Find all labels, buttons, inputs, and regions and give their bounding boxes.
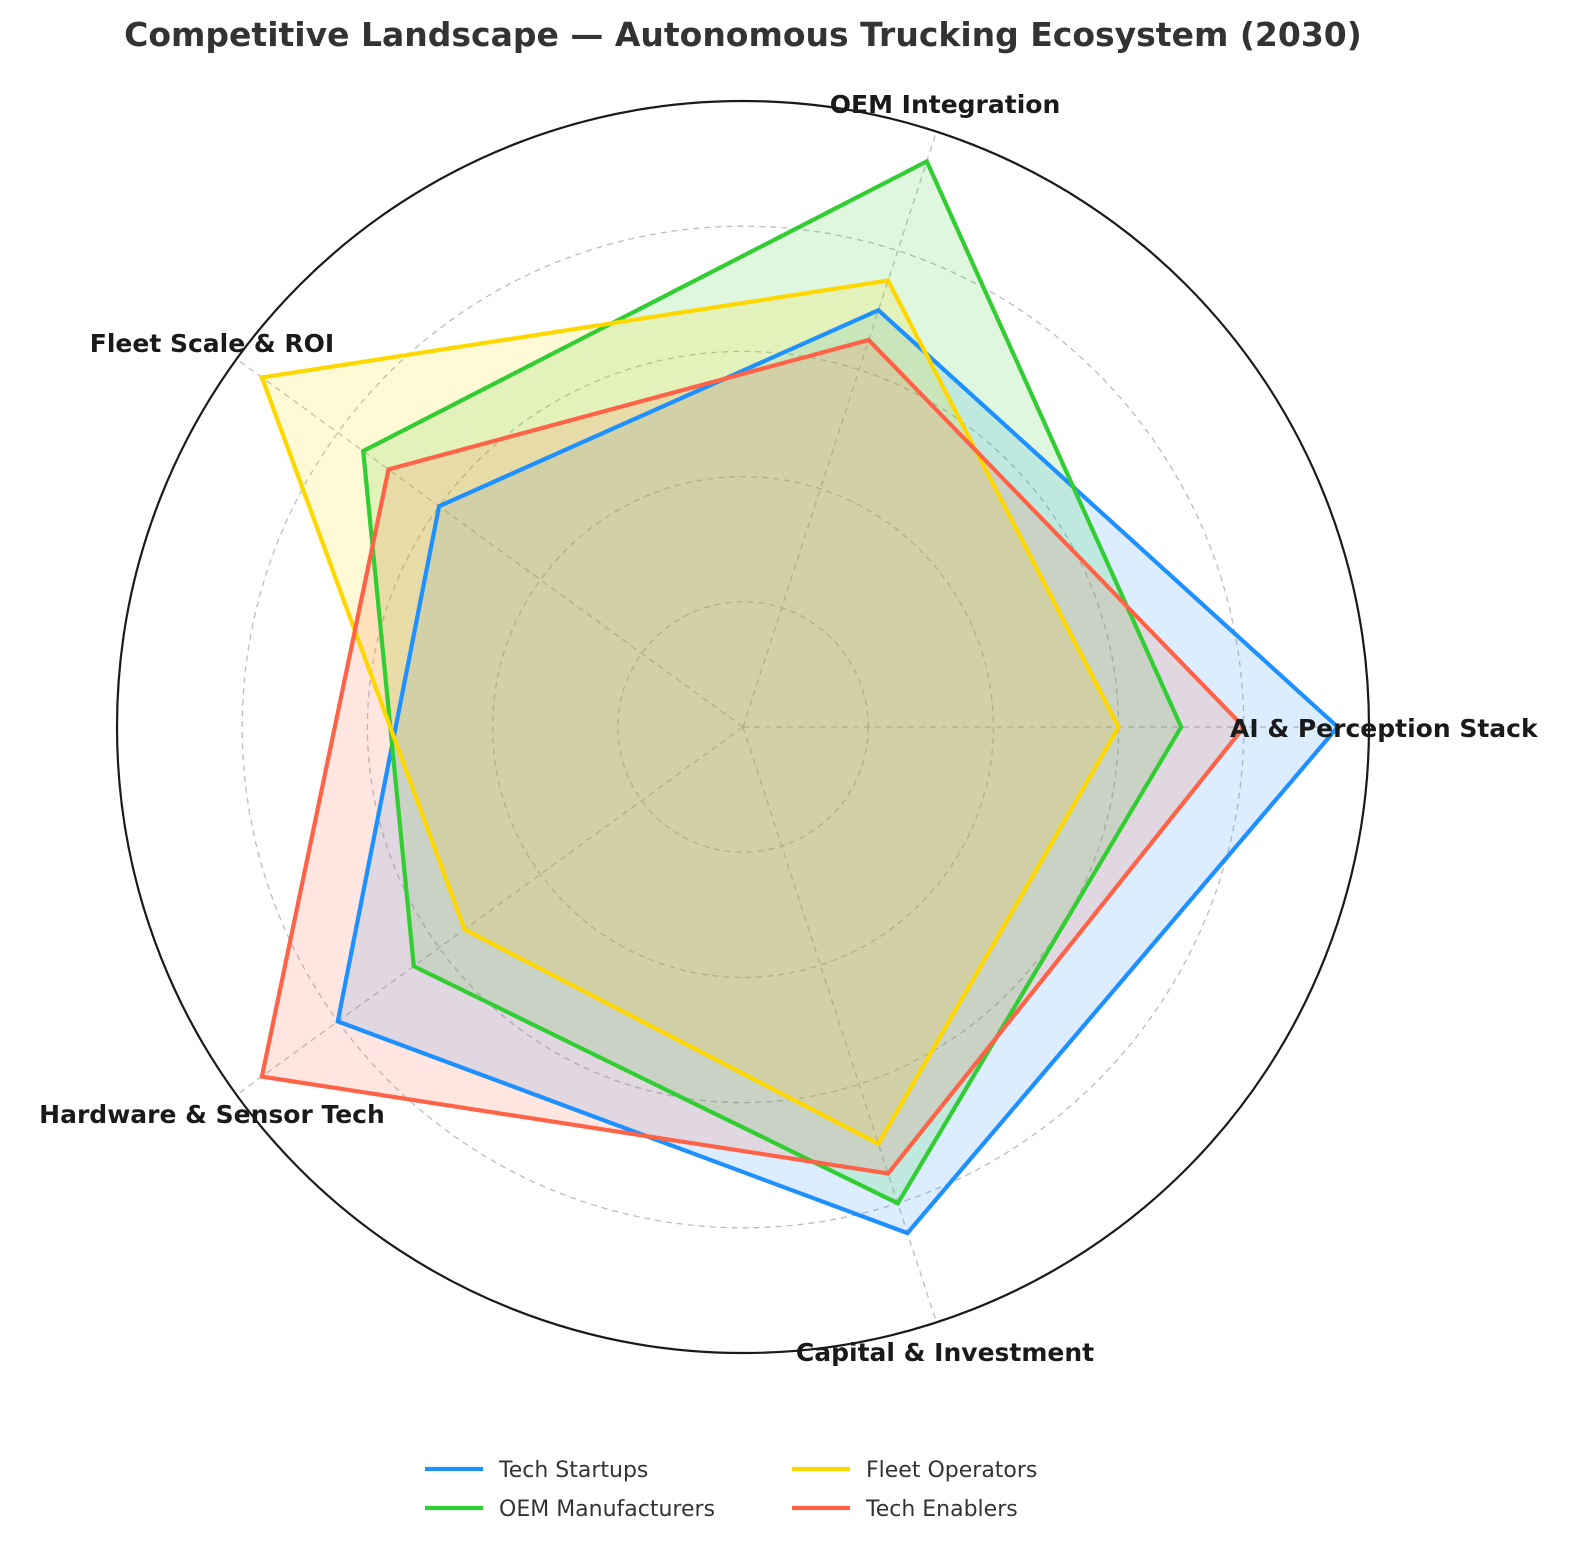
- chart-title: Competitive Landscape — Autonomous Truck…: [124, 15, 1362, 54]
- axis-label-3: Hardware & Sensor Tech: [39, 1100, 385, 1129]
- axis-spoke-1: [742, 131, 938, 728]
- legend-label-3: Tech Enablers: [865, 1497, 1018, 1522]
- series-line-1: [360, 158, 1184, 1207]
- series-fill-2: [261, 280, 1119, 1144]
- axis-label-2: Fleet Scale & ROI: [90, 329, 334, 358]
- axis-label-1: OEM Integration: [830, 90, 1061, 119]
- series-line-3: [259, 337, 1247, 1176]
- radar-series: [259, 158, 1341, 1236]
- legend: Tech Startups OEM Manufacturers Fleet Oper…: [425, 1458, 1037, 1522]
- grid-ring-40: [491, 475, 995, 979]
- axis-labels: AI & Perception Stack OEM Integration Flee…: [39, 90, 1539, 1367]
- axis-spoke-3: [236, 726, 744, 1096]
- axis-spoke-2: [236, 358, 744, 728]
- axis-spoke-4: [742, 726, 938, 1323]
- series-fill-0: [337, 310, 1338, 1234]
- series-fill-3: [261, 340, 1244, 1174]
- axis-label-4: Capital & Investment: [796, 1338, 1094, 1367]
- radar-outer-boundary: [115, 99, 1371, 1355]
- axis-label-0: AI & Perception Stack: [1230, 714, 1539, 743]
- series-line-2: [259, 278, 1121, 1147]
- series-line-0: [335, 307, 1341, 1236]
- legend-label-1: OEM Manufacturers: [499, 1497, 715, 1522]
- legend-label-0: Tech Startups: [498, 1458, 648, 1483]
- legend-label-2: Fleet Operators: [866, 1458, 1037, 1483]
